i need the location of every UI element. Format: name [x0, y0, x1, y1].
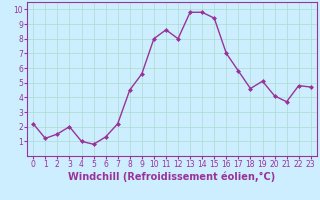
X-axis label: Windchill (Refroidissement éolien,°C): Windchill (Refroidissement éolien,°C): [68, 172, 276, 182]
